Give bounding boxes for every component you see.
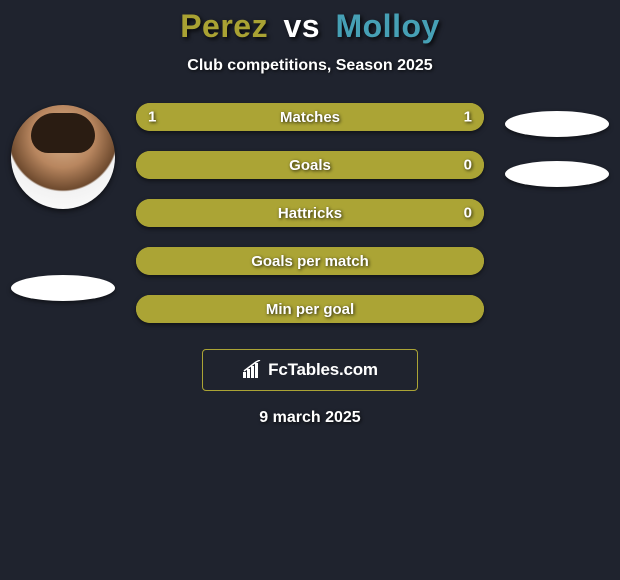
stat-label: Goals	[289, 157, 331, 174]
title-vs: vs	[283, 8, 320, 44]
stat-bar-min-per-goal: Min per goal	[136, 295, 484, 323]
stat-value-right: 0	[464, 205, 472, 222]
stat-value-right: 0	[464, 157, 472, 174]
stat-bars: 1 Matches 1 Goals 0 Hattricks 0 Goals pe…	[136, 103, 484, 323]
stat-value-right: 1	[464, 109, 472, 126]
brand-badge: FcTables.com	[202, 349, 418, 391]
comparison-card: Perez vs Molloy Club competitions, Seaso…	[0, 0, 620, 427]
title-player1: Perez	[180, 8, 268, 44]
chart-icon	[242, 360, 262, 380]
player2-team-pill	[505, 161, 609, 187]
stat-value-left: 1	[148, 109, 156, 126]
player2-avatar-pill	[505, 111, 609, 137]
stat-bar-hattricks: Hattricks 0	[136, 199, 484, 227]
page-title: Perez vs Molloy	[0, 8, 620, 45]
date-label: 9 march 2025	[0, 409, 620, 427]
stat-bar-goals: Goals 0	[136, 151, 484, 179]
player2-column	[502, 103, 612, 187]
stat-label: Hattricks	[278, 205, 342, 222]
title-player2: Molloy	[335, 8, 439, 44]
stat-label: Goals per match	[251, 253, 369, 270]
player1-column	[8, 103, 118, 301]
comparison-body: 1 Matches 1 Goals 0 Hattricks 0 Goals pe…	[0, 103, 620, 323]
player1-team-pill	[11, 275, 115, 301]
brand-text: FcTables.com	[268, 360, 378, 380]
stat-bar-matches: 1 Matches 1	[136, 103, 484, 131]
stat-label: Min per goal	[266, 301, 354, 318]
stat-label: Matches	[280, 109, 340, 126]
player1-avatar	[11, 105, 115, 209]
stat-bar-goals-per-match: Goals per match	[136, 247, 484, 275]
subtitle: Club competitions, Season 2025	[0, 57, 620, 75]
